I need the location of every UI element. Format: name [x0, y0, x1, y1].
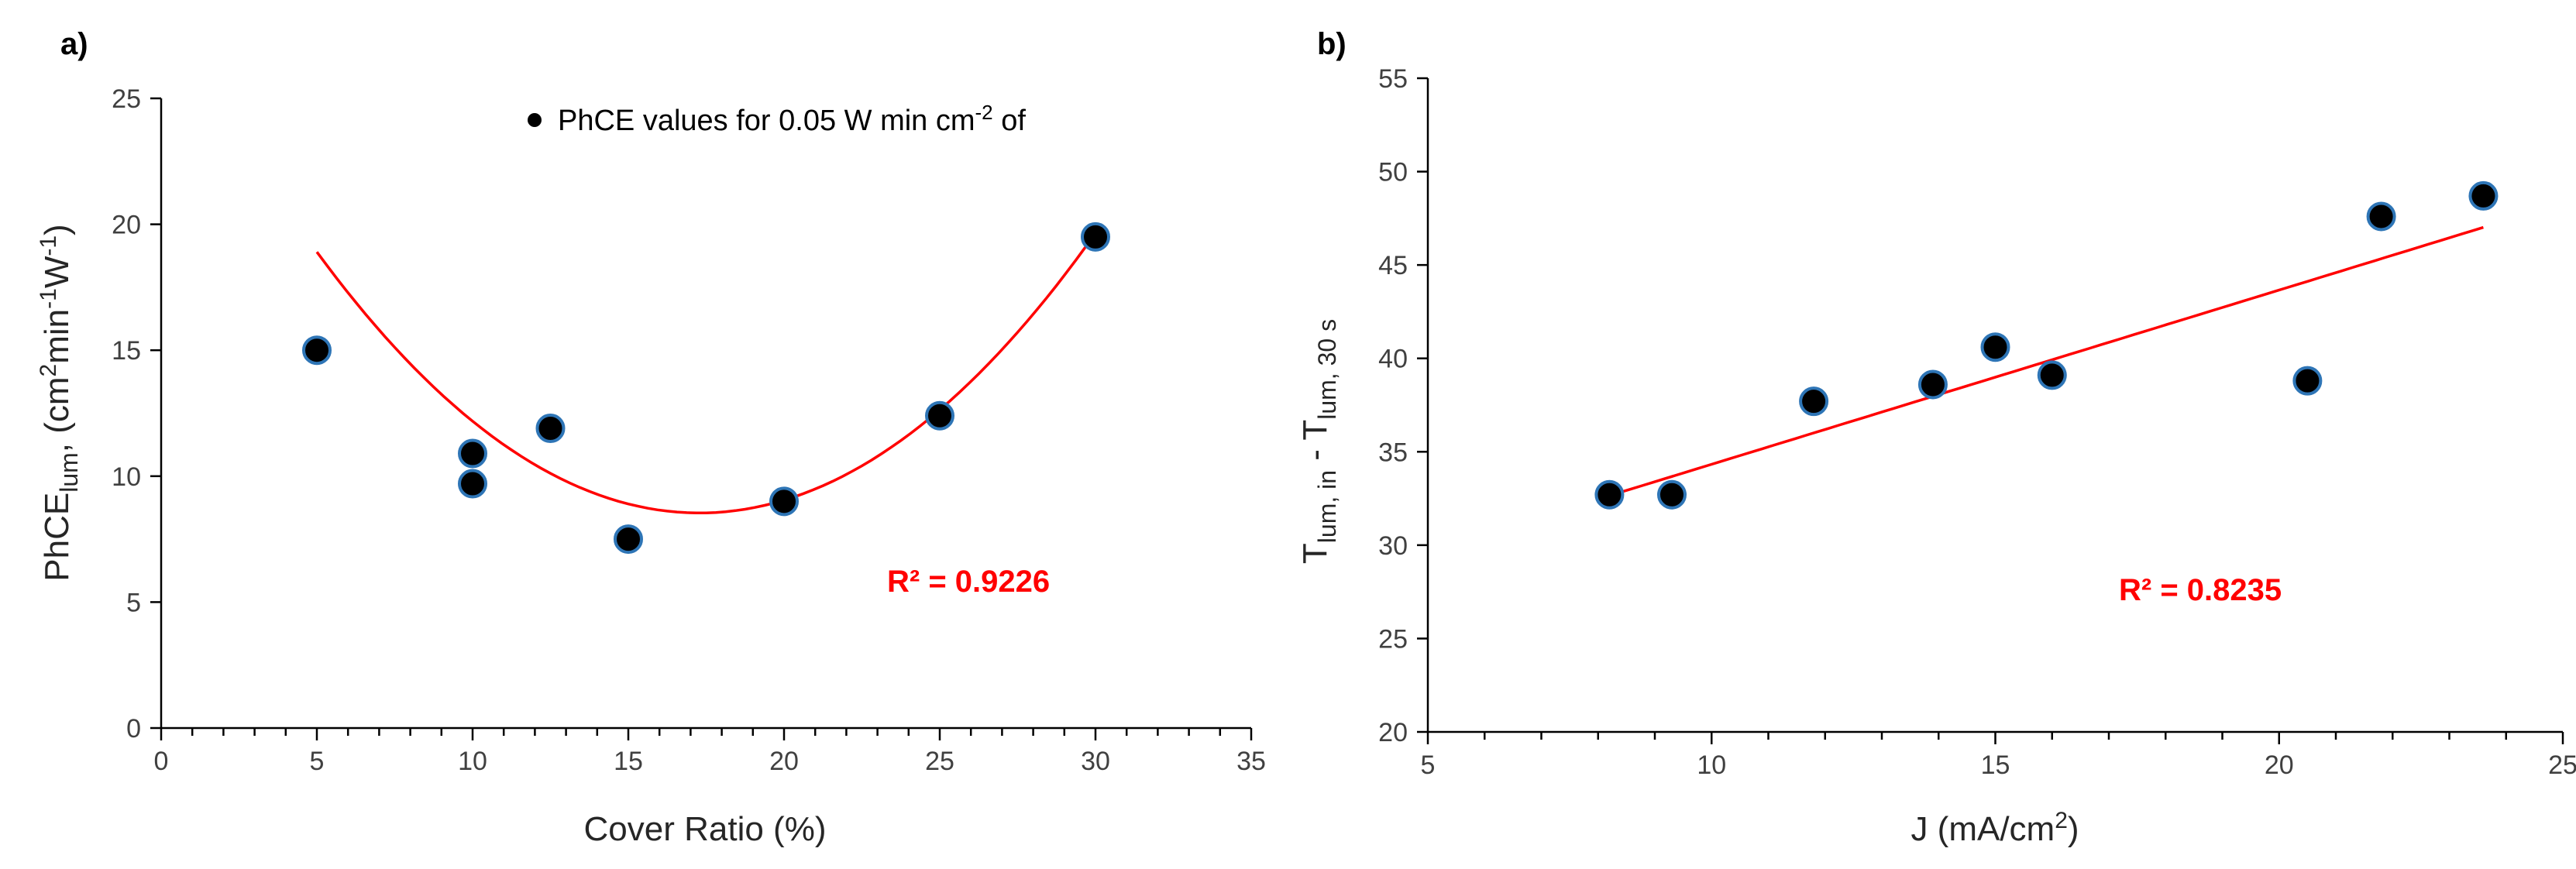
chart-a-x-axis-label: Cover Ratio (%): [584, 810, 827, 848]
chart-a-trendline: [315, 232, 1097, 515]
chart-b-data-point: [2037, 360, 2067, 390]
chart-a-data-point: [614, 524, 643, 555]
chart-a-trendline-group: [315, 232, 1097, 515]
chart-b-data-point: [2366, 201, 2396, 232]
chart-a-x-tick-label: 20: [769, 747, 799, 776]
chart-b-data-point: [1656, 479, 1687, 510]
chart-a-y-tick-label: 20: [112, 211, 141, 240]
chart-a-x-tick-label: 35: [1236, 747, 1266, 776]
chart-b-data-point: [1980, 332, 2010, 362]
chart-b-x-tick-label: 5: [1421, 750, 1436, 780]
chart-a-data-point: [458, 469, 487, 499]
chart-a-data-point: [1081, 222, 1110, 252]
chart-a-legend-text: PhCE values for 0.05 W min cm-2 of: [558, 101, 1026, 137]
chart-a-data-point: [535, 414, 566, 444]
chart-a-x-tick-label: 25: [925, 747, 954, 776]
chart-a-points: [302, 222, 1110, 555]
chart-b-y-tick-label: 45: [1378, 251, 1408, 280]
chart-b-y-axis-label: Tlum, in - Tlum, 30 s: [1296, 319, 1341, 564]
chart-a-y-tick-label: 25: [112, 84, 141, 114]
chart-a-data-point: [769, 486, 799, 517]
chart-a-x-tick-label: 15: [614, 747, 643, 776]
chart-a-legend-marker: [528, 113, 542, 127]
chart-a-x-tick-label: 0: [154, 747, 169, 776]
chart-b-data-point: [2468, 180, 2499, 211]
chart-a-x-tick-label: 30: [1081, 747, 1110, 776]
chart-b-trendline: [1608, 225, 2484, 497]
chart-a-r2-label: R² = 0.9226: [887, 565, 1050, 599]
chart-b-x-tick-label: 15: [1981, 750, 2010, 780]
chart-b-panel-label: b): [1317, 27, 1346, 61]
chart-a-axes: 0 5 10 15 20 25 0 5 10 15 20 25 30 35: [112, 84, 1266, 776]
chart-a-data-point: [302, 335, 332, 366]
chart-b-points: [1594, 180, 2499, 510]
chart-a-y-tick-label: 10: [112, 462, 141, 492]
chart-b-y-tick-label: 40: [1378, 345, 1408, 374]
chart-b-y-tick-label: 55: [1378, 64, 1408, 94]
chart-a-y-tick-label: 15: [112, 336, 141, 366]
chart-b-x-tick-label: 20: [2265, 750, 2294, 780]
chart-b-r2-label: R² = 0.8235: [2119, 573, 2282, 607]
chart-b-y-tick-label: 30: [1378, 531, 1408, 561]
chart-b-x-tick-label: 25: [2548, 750, 2576, 780]
chart-a-y-tick-label: 5: [126, 588, 141, 617]
chart-b-data-point: [1799, 386, 1829, 417]
chart-a-x-tick-label: 10: [458, 747, 487, 776]
chart-a-data-point: [458, 438, 487, 469]
chart-b-y-tick-label: 20: [1378, 718, 1408, 747]
chart-a-legend: PhCE values for 0.05 W min cm-2 of: [528, 101, 1026, 137]
chart-b-data-point: [1594, 479, 1625, 510]
chart-a-y-tick-label: 0: [126, 714, 141, 744]
chart-a-panel-label: a): [60, 27, 88, 61]
chart-b-trendline-group: [1608, 225, 2484, 497]
chart-b-y-tick-label: 35: [1378, 438, 1408, 467]
chart-b-data-point: [2292, 366, 2323, 396]
chart-b-x-axis-label: J (mA/cm2): [1911, 808, 2079, 848]
chart-b-x-tick-label: 10: [1697, 750, 1726, 780]
chart-b-y-tick-label: 50: [1378, 158, 1408, 187]
chart-a-y-axis-label: PhCElum, (cm2min-1W-1): [36, 224, 83, 581]
chart-a: a) 0 5 10 15 20 25 0 5 10 15 20 25 30 35 PhCE values …: [36, 27, 1266, 848]
chart-a-x-tick-label: 5: [310, 747, 325, 776]
chart-b-y-tick-label: 25: [1378, 624, 1408, 654]
chart-b-data-point: [1917, 369, 1948, 400]
chart-a-data-point: [925, 400, 954, 431]
